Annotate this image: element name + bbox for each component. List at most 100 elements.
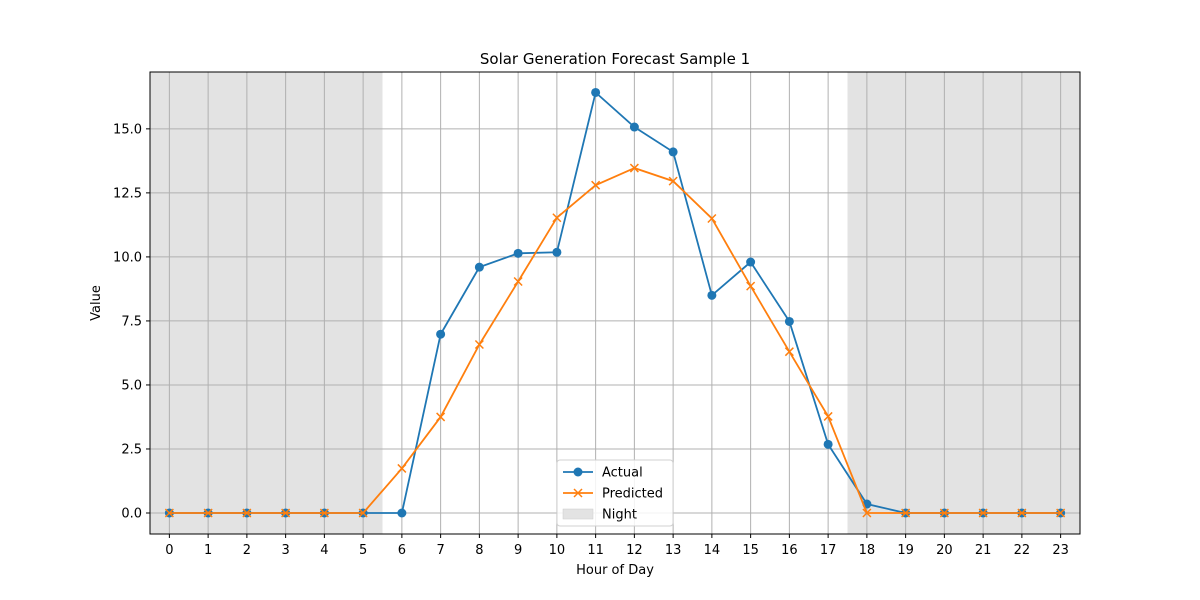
x-tick-label: 9 <box>514 543 522 558</box>
data-point-actual <box>629 122 639 132</box>
x-marker-stroke <box>358 508 368 518</box>
data-point-actual <box>823 439 833 449</box>
data-point-predicted <box>707 213 717 224</box>
x-marker-stroke <box>1017 508 1027 518</box>
x-marker-stroke <box>668 176 678 186</box>
x-tick-label: 11 <box>587 543 604 558</box>
data-point-predicted <box>668 176 678 186</box>
data-point-actual <box>474 262 484 272</box>
data-point-predicted <box>629 163 639 173</box>
x-tick-label: 18 <box>859 543 876 558</box>
y-tick-label: 7.5 <box>121 314 142 329</box>
x-marker-stroke <box>319 508 329 518</box>
x-tick-label: 19 <box>897 543 914 558</box>
data-point-predicted <box>552 213 562 223</box>
data-point-actual <box>436 329 446 339</box>
x-marker-stroke <box>784 347 794 357</box>
legend-label: Actual <box>602 466 643 481</box>
data-point-predicted <box>242 508 252 518</box>
data-point-predicted <box>164 508 174 518</box>
data-point-predicted <box>591 180 601 190</box>
x-tick-label: 2 <box>243 543 251 558</box>
legend-label: Night <box>602 508 637 523</box>
data-point-predicted <box>1017 508 1027 518</box>
x-tick-label: 21 <box>975 543 992 558</box>
x-tick-label: 0 <box>165 543 173 558</box>
x-tick-label: 20 <box>936 543 953 558</box>
x-tick-label: 5 <box>359 543 367 558</box>
data-point-predicted <box>319 508 329 518</box>
x-tick-label: 1 <box>204 543 212 558</box>
data-point-predicted <box>978 508 988 518</box>
x-tick-label: 13 <box>665 543 682 558</box>
data-point-actual <box>746 257 756 267</box>
x-marker-stroke <box>281 508 291 518</box>
x-tick-label: 3 <box>281 543 289 558</box>
data-point-actual <box>513 248 523 258</box>
x-marker-stroke <box>629 163 639 173</box>
x-tick-label: 17 <box>820 543 837 558</box>
legend-marker <box>573 488 583 498</box>
x-marker-stroke <box>513 276 523 287</box>
data-point-actual <box>552 247 562 257</box>
y-tick-label: 15.0 <box>113 122 142 137</box>
x-axis-label: Hour of Day <box>576 563 654 578</box>
night-region-0 <box>150 72 383 534</box>
x-marker-stroke <box>397 463 407 473</box>
data-point-predicted <box>939 508 949 518</box>
x-marker-stroke <box>939 508 949 518</box>
x-tick-label: 16 <box>781 543 798 558</box>
y-tick-label: 12.5 <box>113 186 142 201</box>
x-tick-label: 10 <box>549 543 566 558</box>
data-point-predicted <box>1056 508 1066 518</box>
x-marker-stroke <box>242 508 252 518</box>
x-tick-label: 14 <box>704 543 721 558</box>
x-tick-label: 4 <box>320 543 328 558</box>
x-marker-stroke <box>862 508 872 518</box>
legend: Actual Predicted Night <box>556 459 674 527</box>
data-point-predicted <box>823 411 833 421</box>
data-point-predicted <box>436 412 446 422</box>
axes-frame <box>149 71 1081 535</box>
x-tick-label: 12 <box>626 543 643 558</box>
data-point-predicted <box>203 508 213 518</box>
x-tick-label: 6 <box>398 543 406 558</box>
data-point-predicted <box>746 281 756 291</box>
x-marker-stroke <box>978 508 988 518</box>
data-point-predicted <box>281 508 291 518</box>
x-tick-label: 7 <box>436 543 444 558</box>
legend-label: Predicted <box>602 487 663 502</box>
x-marker-stroke <box>707 213 717 224</box>
data-point-actual <box>784 316 794 326</box>
chart-title: Solar Generation Forecast Sample 1 <box>480 50 750 68</box>
x-marker-stroke <box>474 339 484 350</box>
x-marker-stroke <box>203 508 213 518</box>
x-marker-stroke <box>823 411 833 421</box>
legend-marker <box>573 467 583 477</box>
x-marker-stroke <box>552 213 562 223</box>
y-tick-label: 0.0 <box>121 507 142 522</box>
data-point-predicted <box>901 508 911 518</box>
data-point-actual <box>591 87 601 97</box>
series-line-predicted <box>169 167 1061 514</box>
y-tick-label: 5.0 <box>121 378 142 393</box>
x-marker-stroke <box>164 508 174 518</box>
data-point-predicted <box>862 508 872 518</box>
x-tick-label: 23 <box>1052 543 1069 558</box>
y-tick-label: 10.0 <box>113 250 142 265</box>
x-tick-label: 22 <box>1014 543 1031 558</box>
data-point-actual <box>668 147 678 157</box>
data-point-predicted <box>513 276 523 287</box>
x-marker-stroke <box>901 508 911 518</box>
x-marker-stroke <box>436 412 446 422</box>
x-marker-stroke <box>591 180 601 190</box>
y-tick-label: 2.5 <box>121 442 142 457</box>
plot-area: 0 1 2 3 4 5 6 7 8 9 10 11 12 13 14 15 16 17 18 19 20 21 22 230.… <box>113 71 1081 558</box>
y-axis-label: Value <box>89 285 104 321</box>
night-region-1 <box>847 72 1080 534</box>
data-point-predicted <box>784 347 794 357</box>
legend-night-swatch <box>562 508 594 520</box>
data-point-actual <box>707 290 717 300</box>
data-point-predicted <box>397 463 407 473</box>
